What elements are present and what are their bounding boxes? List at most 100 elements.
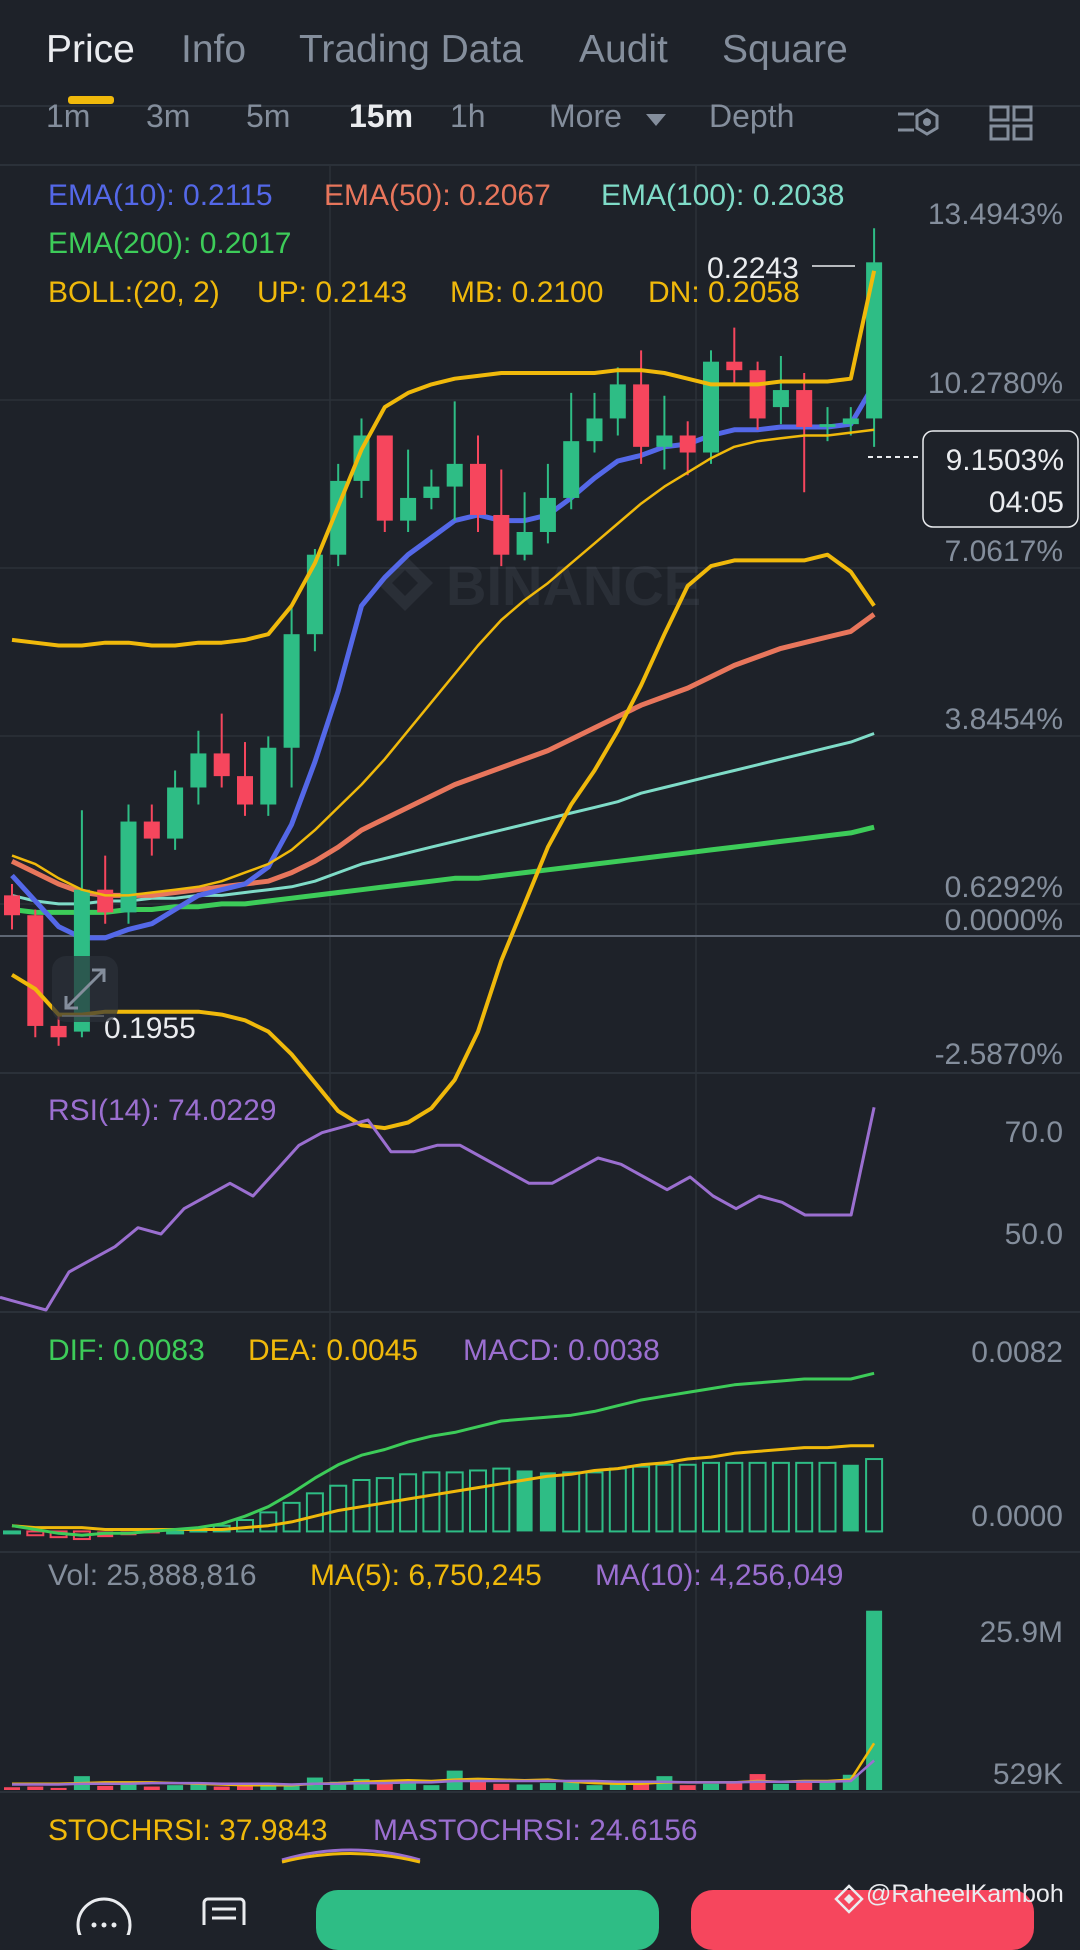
- candle-body: [866, 262, 883, 419]
- price-axis-label: 0.6292%: [945, 871, 1063, 904]
- macd-legend: MACD: 0.0038: [463, 1334, 660, 1367]
- macd-histogram-bar: [748, 1461, 767, 1533]
- candle-body: [539, 497, 556, 532]
- volume-axis-label: 25.9M: [980, 1616, 1063, 1649]
- ema200-line: [11, 824, 875, 915]
- tab-info[interactable]: Info: [181, 28, 247, 71]
- tab-audit[interactable]: Audit: [579, 28, 668, 71]
- volume-bar: [4, 1787, 20, 1790]
- interval-more[interactable]: More: [549, 98, 622, 134]
- orders-icon[interactable]: [200, 1895, 248, 1925]
- volume-bar: [586, 1785, 603, 1790]
- stochrsi-line: [281, 1848, 421, 1862]
- candle-countdown: 04:05: [989, 486, 1064, 519]
- dif-line: [11, 1371, 875, 1537]
- macd-axis-label: 0.0082: [971, 1336, 1063, 1369]
- volume-bar: [563, 1782, 580, 1790]
- macd-histogram-bar: [818, 1461, 837, 1533]
- indicator-settings-icon[interactable]: [894, 104, 942, 144]
- volume-bar: [516, 1784, 533, 1790]
- volume-bar: [423, 1785, 440, 1790]
- candle-body: [446, 463, 463, 487]
- volume-bar: [353, 1778, 370, 1790]
- mastochrsi-line: [281, 1852, 421, 1864]
- price-axis-label: 10.2780%: [928, 367, 1063, 400]
- interval-1h[interactable]: 1h: [450, 98, 486, 134]
- price-axis-label: -2.5870%: [935, 1038, 1063, 1071]
- price-axis-label: 13.4943%: [928, 198, 1063, 231]
- dea-legend: DEA: 0.0045: [248, 1334, 418, 1367]
- volume-bar: [50, 1787, 67, 1790]
- rsi-legend: RSI(14): 74.0229: [48, 1094, 276, 1127]
- macd-histogram-bar: [725, 1461, 744, 1533]
- candle-body: [749, 370, 766, 419]
- candle-body: [703, 361, 719, 453]
- buy-button[interactable]: [316, 1890, 659, 1950]
- caret-down-icon[interactable]: [644, 112, 668, 128]
- volume-bar: [143, 1786, 160, 1790]
- volume-bar: [866, 1610, 883, 1790]
- interval-5m[interactable]: 5m: [246, 98, 291, 134]
- volume-bar: [679, 1785, 696, 1790]
- candle-body: [50, 1025, 67, 1038]
- stochrsi-legend: STOCHRSI: 37.9843: [48, 1814, 328, 1847]
- volume-bar: [97, 1785, 114, 1790]
- volume-bar: [633, 1783, 650, 1790]
- volume-bar: [167, 1785, 184, 1790]
- expand-icon[interactable]: [52, 956, 118, 1022]
- volume-ma5-line: [12, 1742, 876, 1787]
- tab-square[interactable]: Square: [722, 28, 848, 71]
- layout-grid-icon[interactable]: [988, 104, 1034, 142]
- volume-bar: [260, 1785, 277, 1790]
- tab-price[interactable]: Price: [46, 28, 135, 71]
- active-tab-indicator: [68, 96, 114, 104]
- interval-15m[interactable]: 15m: [349, 98, 414, 134]
- tab-trading-data[interactable]: Trading Data: [299, 28, 524, 71]
- ema50-line: [10, 612, 876, 898]
- divider: [0, 164, 1080, 166]
- ema10-line: [10, 383, 877, 941]
- candles: [4, 228, 883, 1046]
- volume-bar: [120, 1781, 137, 1790]
- candle-body: [213, 753, 230, 777]
- macd-histogram-bar: [305, 1492, 324, 1533]
- volume-bar: [190, 1784, 207, 1790]
- volume-bar: [539, 1783, 556, 1790]
- ema100-legend: EMA(100): 0.2038: [601, 179, 844, 212]
- chart-grid: [0, 166, 1080, 1792]
- volume-bar: [819, 1781, 836, 1790]
- macd-histogram-bar: [771, 1461, 790, 1533]
- candle-body: [586, 418, 603, 442]
- indicator-lines: [10, 383, 877, 941]
- macd-histogram-bar: [795, 1461, 814, 1533]
- boll-dn-legend: DN: 0.2058: [648, 276, 800, 309]
- boll-up-line: [11, 270, 877, 648]
- candle-body: [120, 821, 137, 913]
- candle-body: [283, 634, 300, 748]
- macd-histogram-bar: [516, 1470, 533, 1532]
- volume-bar: [493, 1783, 510, 1790]
- rsi-line: [0, 1106, 876, 1312]
- macd-histogram-bar: [469, 1469, 487, 1533]
- volume-bar: [726, 1783, 743, 1790]
- candle-body: [842, 418, 859, 425]
- interval-depth[interactable]: Depth: [709, 98, 795, 134]
- volume-panel: [4, 1610, 883, 1790]
- ema10-legend: EMA(10): 0.2115: [48, 179, 273, 212]
- volume-bar: [237, 1785, 253, 1790]
- macd-histogram-bar: [282, 1501, 301, 1533]
- top-tab-bar: Price Info Trading Data Audit Square: [0, 0, 1080, 105]
- boll-legend: BOLL:(20, 2): [48, 276, 220, 309]
- volume-bar: [772, 1783, 789, 1790]
- ema200-legend: EMA(200): 0.2017: [48, 227, 291, 260]
- interval-1m[interactable]: 1m: [46, 98, 91, 134]
- interval-3m[interactable]: 3m: [146, 98, 191, 134]
- macd-histogram-bar: [632, 1465, 651, 1533]
- macd-histogram-bar: [562, 1471, 581, 1533]
- boll-mb-line: [11, 428, 875, 897]
- chat-icon[interactable]: [76, 1895, 132, 1935]
- macd-histogram-bar: [539, 1472, 556, 1532]
- candle-body: [143, 821, 160, 839]
- boll-mb-legend: MB: 0.2100: [450, 276, 603, 309]
